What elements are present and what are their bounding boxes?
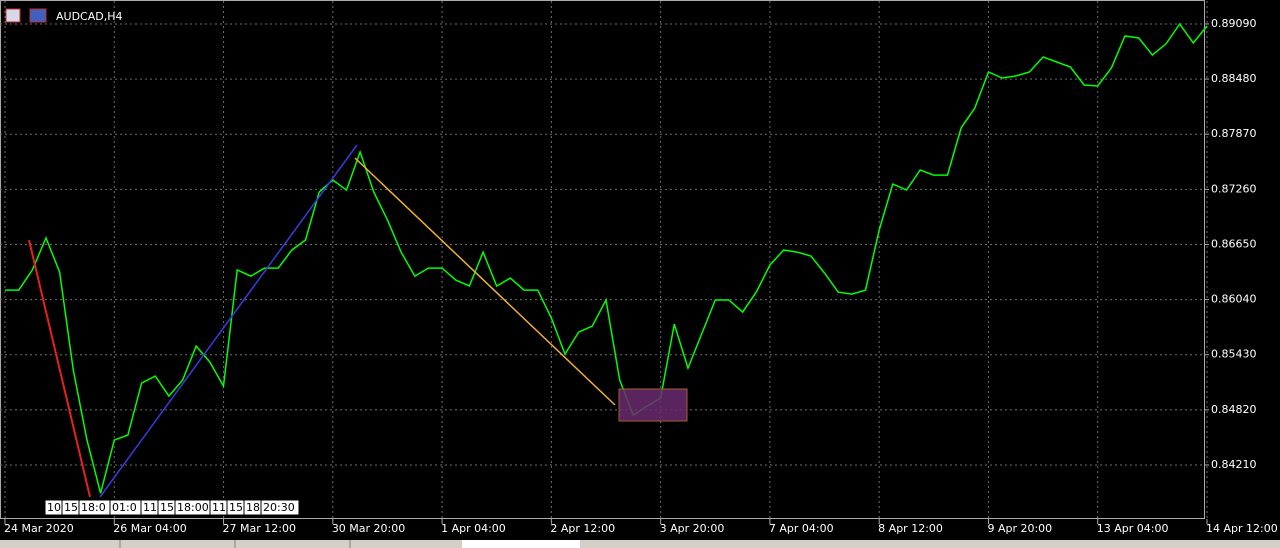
symbol-title: AUDCAD,H4 [56, 10, 123, 23]
y-tick-label: 0.84820 [1211, 403, 1257, 416]
time-marker-label: 18:00 [177, 501, 209, 514]
y-tick-label: 0.87870 [1211, 127, 1257, 140]
x-tick-label: 26 Mar 04:00 [113, 522, 186, 535]
icon [29, 8, 47, 23]
time-marker-box [260, 499, 300, 516]
x-tick-label: 3 Apr 20:00 [660, 522, 725, 535]
y-tick-label: 0.87260 [1211, 182, 1257, 195]
y-tick-label: 0.86650 [1211, 237, 1257, 250]
y-tick-label: 0.89090 [1211, 17, 1257, 30]
trend-line [28, 239, 91, 498]
time-marker-label: 15 [64, 501, 78, 514]
x-tick-label: 7 Apr 04:00 [769, 522, 834, 535]
trend-line [354, 157, 616, 406]
plot-frame [0, 0, 1205, 519]
time-marker-label: 11 [212, 501, 226, 514]
x-tick-label: 30 Mar 20:00 [332, 522, 405, 535]
icon [5, 8, 21, 23]
x-tick-label: 2 Apr 12:00 [550, 522, 615, 535]
time-marker-label: 20:30 [263, 501, 295, 514]
x-tick-label: 13 Apr 04:00 [1097, 522, 1169, 535]
price-line [5, 22, 1208, 494]
x-tick-label: 1 Apr 04:00 [441, 522, 506, 535]
time-marker-label: 18:0 [81, 501, 106, 514]
x-tick-label: 8 Apr 12:00 [878, 522, 943, 535]
x-tick-label: 27 Mar 12:00 [223, 522, 296, 535]
time-marker-label: 10 [47, 501, 61, 514]
y-tick-label: 0.85430 [1211, 348, 1257, 361]
x-tick-label: 14 Apr 12:00 [1206, 522, 1278, 535]
time-marker-label: 11 [143, 501, 157, 514]
time-marker-label: 18 [246, 501, 260, 514]
time-marker-label: 01:0 [112, 501, 137, 514]
time-marker-label: 15 [229, 501, 243, 514]
time-marker-label: 15 [160, 501, 174, 514]
y-tick-label: 0.88480 [1211, 72, 1257, 85]
marks [5, 22, 1208, 494]
x-tick-label: 9 Apr 20:00 [987, 522, 1052, 535]
y-tick-label: 0.84210 [1211, 458, 1257, 471]
grid [0, 1, 1208, 519]
y-tick-label: 0.86040 [1211, 293, 1257, 306]
rectangle-object [618, 388, 688, 422]
trend-line [99, 144, 358, 498]
tab-bar [0, 540, 1280, 548]
active-tab[interactable] [462, 540, 580, 548]
x-tick-label: 24 Mar 2020 [4, 522, 74, 535]
